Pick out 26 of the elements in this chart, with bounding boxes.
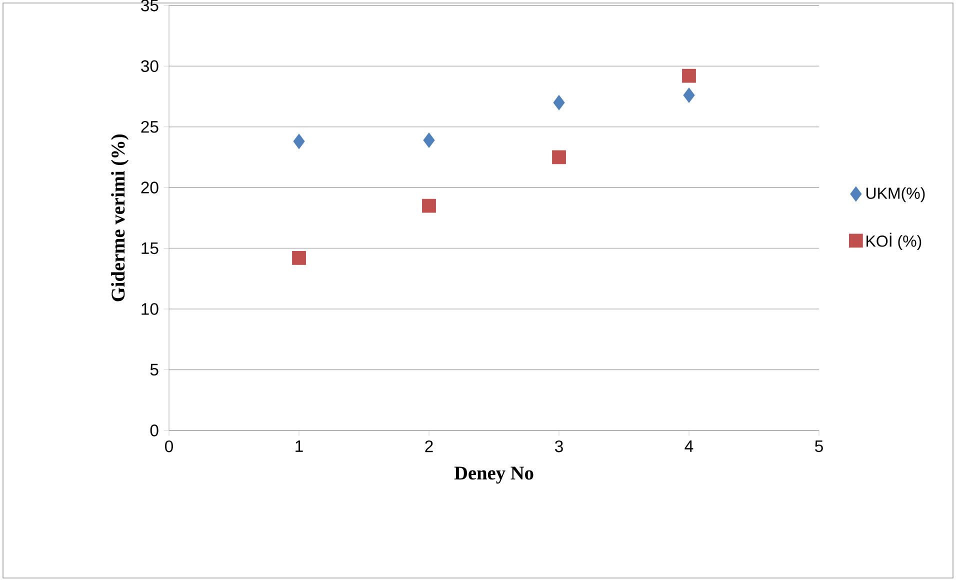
x-tick-label: 2 [425,440,433,452]
point [552,150,566,164]
x-tick-label: 3 [554,440,563,452]
legend-label: KOİ (%) [866,232,922,250]
x-tick-label: 5 [815,440,823,452]
y-axis-title: Giderme verimi (%) [111,134,129,302]
legend-label: UKM(%) [866,187,925,202]
y-tick-label: 30 [141,60,158,72]
x-tick-label: 0 [165,440,173,452]
point [423,132,435,148]
x-tick-label: 4 [684,440,694,452]
point [683,88,695,103]
point [682,68,696,83]
point [292,251,306,265]
y-tick-label: 10 [142,303,158,315]
point [553,94,565,110]
y-tick-label: 25 [141,120,158,133]
x-axis-title: Deney No [454,466,534,484]
y-tick-label: 20 [141,182,158,194]
point [293,134,305,150]
y-tick-label: 5 [150,364,158,376]
y-tick-label: 15 [142,242,158,254]
y-tick-label: 35 [141,0,158,12]
x-tick-label: 1 [296,440,303,452]
y-tick-label: 0 [150,424,158,436]
point [422,198,436,213]
